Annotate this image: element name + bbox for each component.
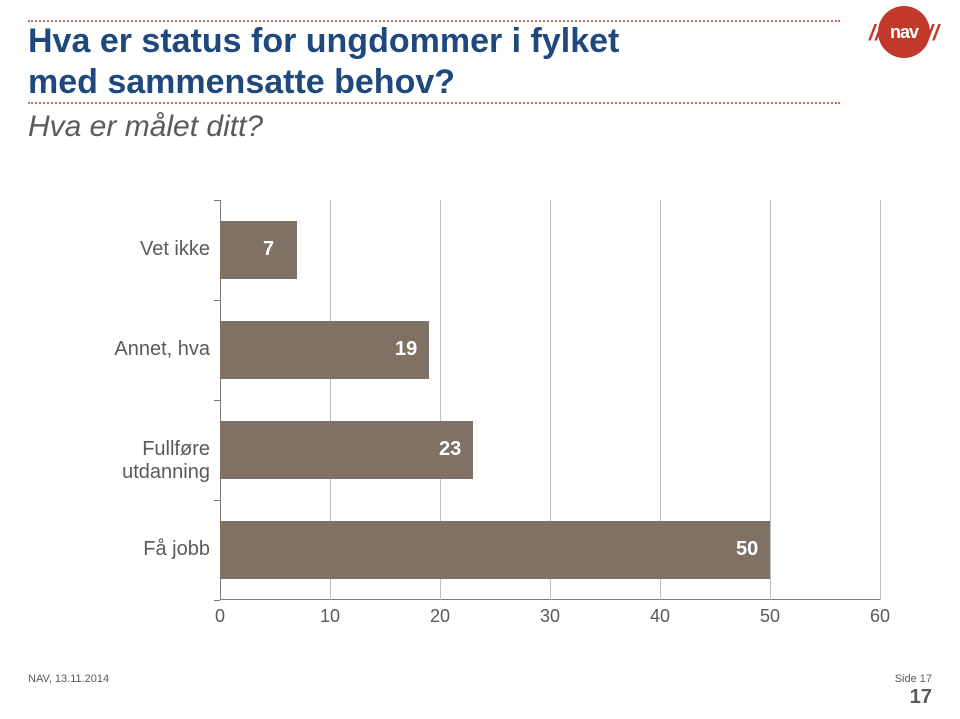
- footer-right: Side 17: [895, 673, 932, 685]
- logo-text: nav: [878, 6, 930, 58]
- bar-chart: Vet ikke 7 Annet, hva 19 Fullføre utdanning 2…: [60, 200, 900, 630]
- category-label: Fullføre utdanning: [60, 438, 210, 484]
- x-tick-label: 40: [650, 606, 670, 627]
- slide: // nav // Hva er status for ungdommer i …: [0, 0, 960, 719]
- category-label: Vet ikke: [60, 238, 210, 261]
- category-label: Få jobb: [60, 538, 210, 561]
- y-tick: [214, 300, 220, 301]
- x-tick-label: 50: [760, 606, 780, 627]
- y-tick: [214, 200, 220, 201]
- bar: [220, 221, 297, 279]
- category-label: Annet, hva: [60, 338, 210, 361]
- x-tick-label: 60: [870, 606, 890, 627]
- x-tick-label: 0: [215, 606, 225, 627]
- subtitle: Hva er målet ditt?: [28, 110, 840, 144]
- bar-value-label: 7: [263, 238, 274, 261]
- page-number: 17: [910, 686, 932, 709]
- y-tick: [214, 500, 220, 501]
- header: Hva er status for ungdommer i fylket med…: [28, 20, 840, 144]
- dotted-line-mid: [28, 102, 840, 104]
- nav-logo: // nav //: [870, 6, 938, 58]
- bar-value-label: 50: [736, 538, 758, 561]
- gridline: [770, 200, 771, 600]
- y-tick: [214, 600, 220, 601]
- logo-slash-right: //: [927, 20, 939, 46]
- bar: [220, 521, 770, 579]
- gridline: [880, 200, 881, 600]
- title-line-2: med sammensatte behov?: [28, 63, 840, 102]
- plot-area: Vet ikke7Annet, hva19Fullføre utdanning2…: [220, 200, 880, 600]
- y-tick: [214, 400, 220, 401]
- x-tick-label: 30: [540, 606, 560, 627]
- footer-left: NAV, 13.11.2014: [28, 673, 109, 685]
- bar-value-label: 19: [395, 338, 417, 361]
- x-tick-label: 10: [320, 606, 340, 627]
- title-line-1: Hva er status for ungdommer i fylket: [28, 22, 840, 61]
- x-tick-label: 20: [430, 606, 450, 627]
- bar: [220, 421, 473, 479]
- bar-value-label: 23: [439, 438, 461, 461]
